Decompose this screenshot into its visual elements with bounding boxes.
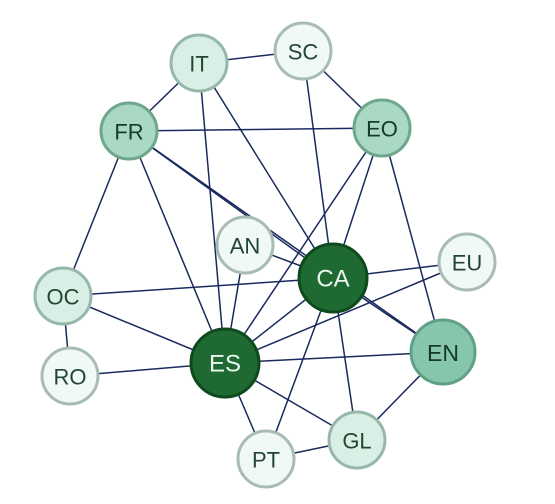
- node-pt: PT: [238, 431, 294, 487]
- node-label-sc: SC: [288, 40, 319, 65]
- node-oc: OC: [35, 268, 91, 324]
- node-label-es: ES: [209, 351, 241, 378]
- node-label-ca: CA: [316, 266, 349, 293]
- nodes-group: IT SC FR EO AN OC CA EU RO ES EN PT GL: [35, 23, 495, 487]
- node-label-ro: RO: [54, 365, 87, 390]
- node-label-an: AN: [230, 234, 261, 259]
- node-it: IT: [171, 35, 227, 91]
- network-graph: IT SC FR EO AN OC CA EU RO ES EN PT GL: [0, 0, 555, 504]
- node-label-gl: GL: [342, 429, 371, 454]
- node-fr: FR: [101, 103, 157, 159]
- edge-it-es: [199, 63, 225, 363]
- edge-fr-eo: [129, 128, 382, 131]
- edge-fr-en: [129, 131, 443, 352]
- edge-eo-en: [382, 128, 443, 352]
- edge-oc-ca: [63, 278, 333, 296]
- node-label-fr: FR: [114, 120, 143, 145]
- node-eo: EO: [354, 100, 410, 156]
- node-label-oc: OC: [47, 285, 80, 310]
- node-label-pt: PT: [252, 448, 280, 473]
- node-label-eu: EU: [452, 251, 483, 276]
- node-ro: RO: [42, 348, 98, 404]
- node-label-en: EN: [427, 340, 459, 366]
- node-es: ES: [191, 329, 259, 397]
- node-label-eo: EO: [366, 117, 398, 142]
- node-en: EN: [411, 320, 475, 384]
- node-ca: CA: [299, 244, 367, 312]
- node-eu: EU: [439, 234, 495, 290]
- node-label-it: IT: [189, 52, 209, 77]
- node-sc: SC: [275, 23, 331, 79]
- node-an: AN: [217, 217, 273, 273]
- node-gl: GL: [329, 412, 385, 468]
